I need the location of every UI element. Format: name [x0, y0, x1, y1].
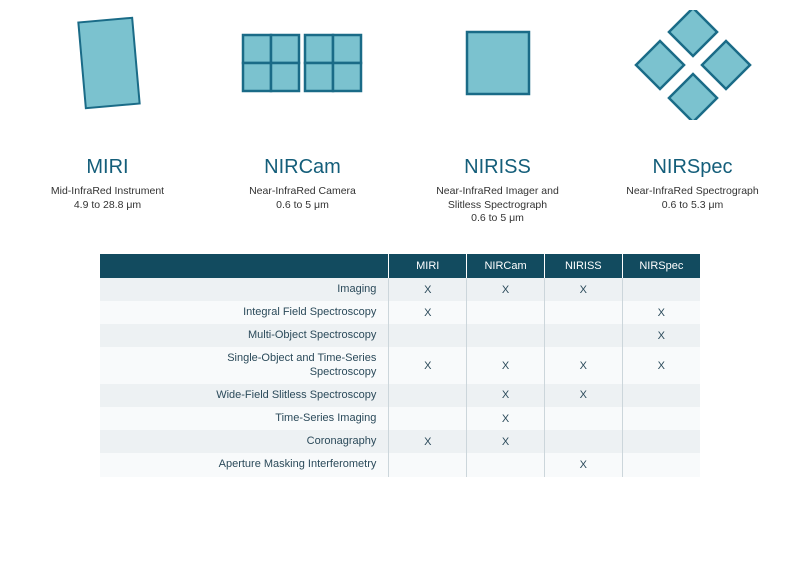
table-row: Integral Field SpectroscopyXX [100, 301, 700, 324]
capability-cell: X [467, 384, 545, 407]
capability-cell [389, 407, 467, 430]
row-label: Integral Field Spectroscopy [100, 301, 389, 324]
row-label: Wide-Field Slitless Spectroscopy [100, 384, 389, 407]
row-label: Coronagraphy [100, 430, 389, 453]
capability-cell [622, 384, 700, 407]
niriss-icon [453, 10, 543, 120]
capability-cell [389, 384, 467, 407]
capability-cell [622, 407, 700, 430]
table-row: CoronagraphyXX [100, 430, 700, 453]
instrument-title: MIRI [86, 156, 128, 179]
capability-cell [622, 430, 700, 453]
nircam-icon [233, 10, 373, 120]
capability-cell: X [544, 384, 622, 407]
table-header-col: MIRI [389, 254, 467, 278]
instrument-desc: Mid-InfraRed Instrument 4.9 to 28.8 μm [51, 185, 164, 212]
capability-cell: X [389, 347, 467, 383]
table-row: Multi-Object Spectroscopy X [100, 324, 700, 347]
row-label: Time-Series Imaging [100, 407, 389, 430]
row-label: Multi-Object Spectroscopy [100, 324, 389, 347]
capability-cell [544, 301, 622, 324]
instrument-title: NIRISS [464, 156, 531, 179]
capability-cell: X [544, 347, 622, 383]
table-body: ImagingXXXIntegral Field SpectroscopyXXM… [100, 278, 700, 477]
table-header: MIRI NIRCam NIRISS NIRSpec [100, 254, 700, 278]
instruments-row: MIRI Mid-InfraRed Instrument 4.9 to 28.8… [0, 10, 800, 226]
instrument-desc: Near-InfraRed Camera 0.6 to 5 μm [249, 185, 356, 212]
row-label: Aperture Masking Interferometry [100, 453, 389, 476]
instrument-nircam: NIRCam Near-InfraRed Camera 0.6 to 5 μm [208, 10, 398, 212]
capability-cell: X [544, 278, 622, 301]
capability-cell: X [467, 430, 545, 453]
instrument-title: NIRSpec [652, 156, 732, 179]
capability-cell [467, 324, 545, 347]
row-label: Single-Object and Time-Series Spectrosco… [100, 347, 389, 383]
capability-cell [544, 407, 622, 430]
table-header-col: NIRCam [467, 254, 545, 278]
capability-cell [467, 453, 545, 476]
capability-cell: X [389, 278, 467, 301]
instrument-niriss: NIRISS Near-InfraRed Imager and Slitless… [403, 10, 593, 226]
capability-cell: X [622, 301, 700, 324]
capability-cell: X [389, 301, 467, 324]
capability-cell [389, 453, 467, 476]
instrument-desc: Near-InfraRed Spectrograph 0.6 to 5.3 μm [626, 185, 759, 212]
capability-cell: X [467, 278, 545, 301]
table-row: Aperture Masking Interferometry X [100, 453, 700, 476]
capability-cell [544, 324, 622, 347]
instrument-miri: MIRI Mid-InfraRed Instrument 4.9 to 28.8… [13, 10, 203, 212]
table-row: ImagingXXX [100, 278, 700, 301]
table-row: Single-Object and Time-Series Spectrosco… [100, 347, 700, 383]
table-row: Time-Series Imaging X [100, 407, 700, 430]
capabilities-table: MIRI NIRCam NIRISS NIRSpec ImagingXXXInt… [100, 254, 700, 477]
nirspec-icon [628, 10, 758, 120]
capability-cell: X [544, 453, 622, 476]
capability-cell [389, 324, 467, 347]
capability-cell [622, 278, 700, 301]
row-label: Imaging [100, 278, 389, 301]
capability-cell: X [389, 430, 467, 453]
miri-icon [68, 10, 148, 120]
table-header-blank [100, 254, 389, 278]
table-header-col: NIRSpec [622, 254, 700, 278]
capability-cell: X [467, 407, 545, 430]
table-row: Wide-Field Slitless Spectroscopy XX [100, 384, 700, 407]
capability-cell: X [467, 347, 545, 383]
capability-cell [544, 430, 622, 453]
capability-cell: X [622, 347, 700, 383]
instrument-desc: Near-InfraRed Imager and Slitless Spectr… [436, 185, 559, 226]
instrument-nirspec: NIRSpec Near-InfraRed Spectrograph 0.6 t… [598, 10, 788, 212]
table-header-col: NIRISS [544, 254, 622, 278]
capability-cell [622, 453, 700, 476]
capability-cell: X [622, 324, 700, 347]
capability-cell [467, 301, 545, 324]
instrument-title: NIRCam [264, 156, 341, 179]
